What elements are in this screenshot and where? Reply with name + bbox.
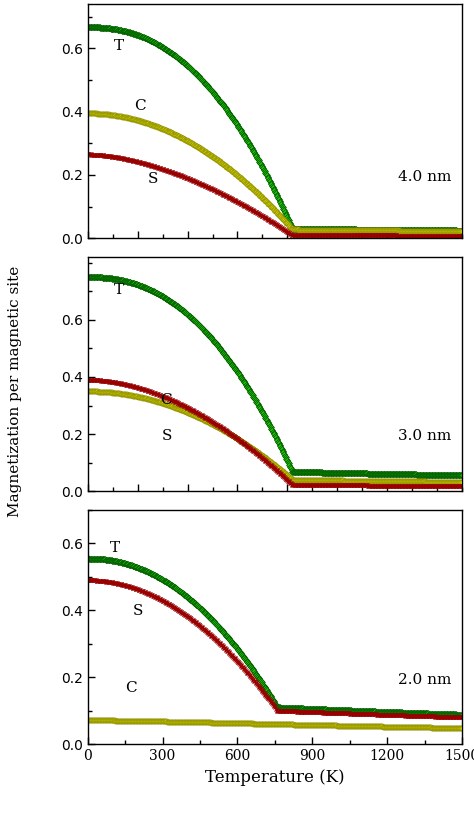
Text: Magnetization per magnetic site: Magnetization per magnetic site xyxy=(8,266,22,517)
Text: S: S xyxy=(133,605,143,619)
Text: 2.0 nm: 2.0 nm xyxy=(398,673,451,687)
Text: 4.0 nm: 4.0 nm xyxy=(398,171,451,184)
Text: T: T xyxy=(114,39,124,53)
Text: C: C xyxy=(134,99,146,113)
Text: S: S xyxy=(147,172,158,186)
Text: T: T xyxy=(110,541,120,555)
X-axis label: Temperature (K): Temperature (K) xyxy=(205,769,345,786)
Text: T: T xyxy=(114,283,124,297)
Text: S: S xyxy=(161,429,172,443)
Text: 3.0 nm: 3.0 nm xyxy=(398,429,451,443)
Text: C: C xyxy=(160,393,172,407)
Text: C: C xyxy=(125,681,137,695)
